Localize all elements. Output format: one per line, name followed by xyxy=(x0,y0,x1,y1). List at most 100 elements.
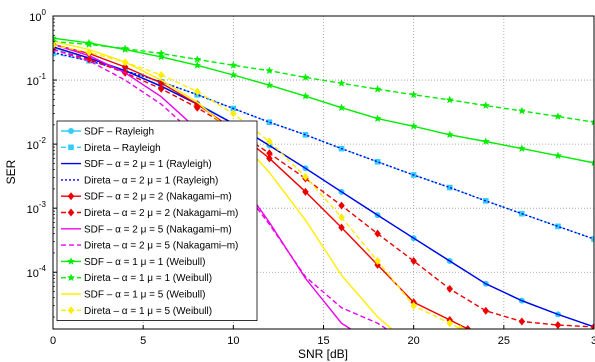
data-point xyxy=(373,84,382,93)
x-tick-label: 15 xyxy=(317,335,329,347)
x-tick-label: 20 xyxy=(408,335,420,347)
data-point xyxy=(302,172,309,181)
legend-marker xyxy=(66,273,76,282)
legend-item: SDF – α = 1 μ = 5 (Weibull) xyxy=(61,290,205,301)
data-point xyxy=(85,55,93,64)
data-point xyxy=(517,106,526,115)
legend-box xyxy=(56,120,258,322)
data-point xyxy=(554,321,562,329)
data-point xyxy=(374,229,381,238)
data-point xyxy=(121,44,130,53)
data-point xyxy=(457,325,464,329)
data-point xyxy=(445,95,454,104)
data-point xyxy=(446,184,453,191)
data-point xyxy=(518,317,526,326)
data-point xyxy=(410,301,417,310)
data-point xyxy=(229,60,238,69)
x-tick-label: 3 xyxy=(591,335,595,347)
data-point xyxy=(157,49,166,57)
data-point xyxy=(373,114,382,123)
data-point xyxy=(589,117,594,126)
y-axis-label: SER xyxy=(4,159,18,184)
data-point xyxy=(589,158,594,167)
x-tick-label: 5 xyxy=(140,335,146,347)
series-line xyxy=(53,46,594,328)
data-point xyxy=(338,213,345,222)
data-point xyxy=(53,41,57,50)
legend: SDF – Rayleigh Direta – Rayleigh SDF – α =… xyxy=(56,120,258,322)
data-point xyxy=(157,70,165,79)
data-point xyxy=(446,284,453,293)
data-point xyxy=(409,121,418,130)
legend-marker xyxy=(67,306,75,315)
legend-item: SDF – α = 2 μ = 1 (Rayleigh) xyxy=(61,159,212,170)
series-6 xyxy=(53,45,594,329)
legend-label: Direta – α = 2 μ = 1 (Rayleigh) xyxy=(84,175,218,186)
legend-label: SDF – α = 1 μ = 5 (Weibull) xyxy=(84,290,205,301)
legend-item: SDF – Rayleigh xyxy=(61,127,154,138)
data-point xyxy=(84,40,94,48)
data-point xyxy=(481,137,490,145)
data-point xyxy=(193,60,202,69)
y-tick-label: 10-4 xyxy=(27,264,47,280)
y-tick-label: 10-1 xyxy=(27,72,47,88)
y-tick-label: 100 xyxy=(29,8,46,24)
legend-label: Direta – α = 1 μ = 5 (Weibull) xyxy=(84,306,212,317)
legend-item: Direta – Rayleigh xyxy=(61,143,161,154)
legend-marker xyxy=(67,192,75,201)
data-point xyxy=(337,78,346,87)
x-tick-label: 10 xyxy=(227,335,239,347)
legend-label: SDF – Rayleigh xyxy=(84,127,154,138)
data-point xyxy=(265,66,274,75)
data-point xyxy=(157,52,166,61)
data-point xyxy=(590,322,594,329)
series-12 xyxy=(53,41,464,329)
data-point xyxy=(553,151,563,160)
data-point xyxy=(591,236,594,242)
data-point xyxy=(445,130,454,139)
legend-marker xyxy=(67,208,75,217)
legend-item: Direta – α = 2 μ = 5 (Nakagami–m) xyxy=(61,241,238,252)
legend-item: SDF – α = 1 μ = 1 (Weibull) xyxy=(61,257,205,268)
ticks: 0 5 10 15 20 25 3 100 10-1 10-2 10-3 10-4 xyxy=(27,8,595,347)
data-point xyxy=(194,87,201,96)
data-point xyxy=(193,55,202,63)
data-point xyxy=(517,144,526,153)
series-line xyxy=(53,37,594,164)
legend-item: Direta – α = 1 μ = 1 (Weibull) xyxy=(61,273,212,284)
legend-label: SDF – α = 2 μ = 2 (Nakagami–m) xyxy=(84,192,232,203)
data-point xyxy=(553,112,563,120)
data-point xyxy=(482,306,490,315)
data-point xyxy=(481,101,490,110)
series-4 xyxy=(53,51,594,240)
data-point xyxy=(230,109,237,118)
data-point xyxy=(301,91,310,100)
data-point xyxy=(157,84,165,93)
series-10 xyxy=(53,37,594,126)
data-point xyxy=(266,119,273,125)
data-point xyxy=(266,137,273,146)
legend-marker xyxy=(68,144,74,151)
data-point xyxy=(265,80,274,89)
legend-item: SDF – α = 2 μ = 2 (Nakagami–m) xyxy=(61,192,232,203)
x-tick-label: 25 xyxy=(498,335,510,347)
y-tick-label: 10-2 xyxy=(27,136,47,152)
data-point xyxy=(302,187,309,196)
data-point xyxy=(85,48,93,57)
legend-label: Direta – α = 2 μ = 2 (Nakagami–m) xyxy=(84,208,238,219)
data-point xyxy=(301,73,310,81)
data-point xyxy=(338,223,345,232)
series-line xyxy=(53,40,594,123)
data-point xyxy=(266,149,273,158)
legend-marker xyxy=(68,128,74,134)
legend-label: Direta – Rayleigh xyxy=(84,143,161,154)
data-point xyxy=(446,319,453,328)
legend-label: SDF – α = 2 μ = 1 (Rayleigh) xyxy=(84,159,212,170)
data-point xyxy=(374,256,381,265)
y-tick-label: 10-3 xyxy=(27,200,47,216)
data-point xyxy=(229,70,238,79)
data-point xyxy=(409,90,418,99)
data-point xyxy=(337,103,346,112)
legend-label: SDF – α = 2 μ = 5 (Nakagami–m) xyxy=(84,224,232,235)
legend-item: SDF – α = 2 μ = 5 (Nakagami–m) xyxy=(61,224,232,235)
